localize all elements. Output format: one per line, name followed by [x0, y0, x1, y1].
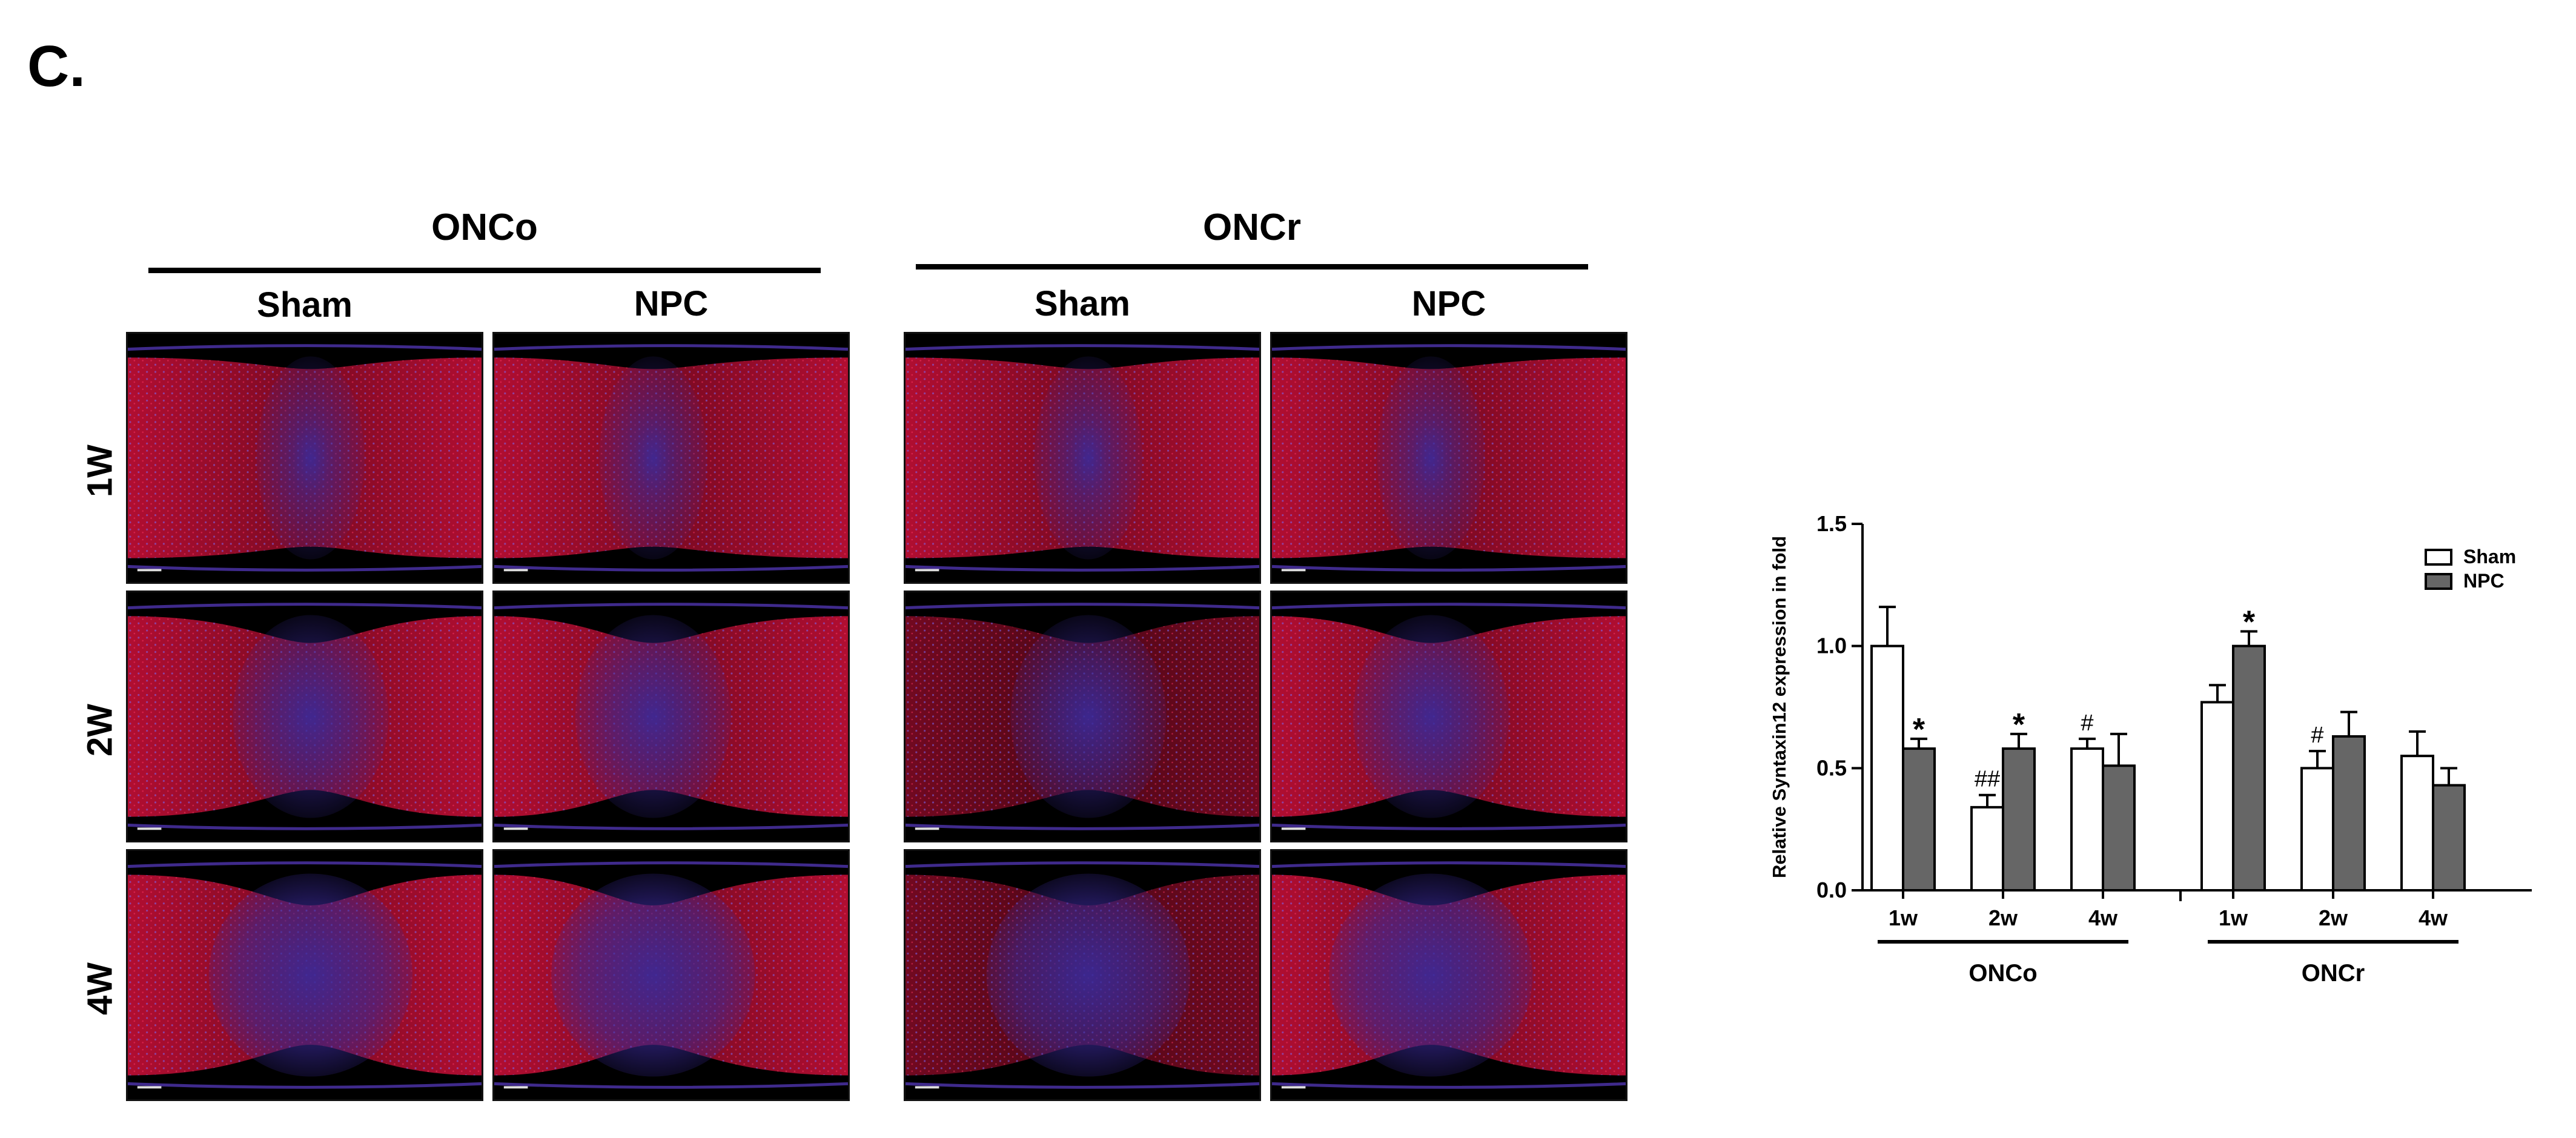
- row-header-2w: 2W: [80, 704, 120, 756]
- column-header-onco-sham: Sham: [257, 285, 353, 325]
- x-tick-label: 4w: [2088, 905, 2118, 930]
- y-tick-label: 1.5: [1816, 511, 1847, 536]
- significance-marker: #: [2081, 710, 2093, 736]
- panel-label: C.: [27, 34, 85, 99]
- micrograph-oncr-sham-1w: [904, 332, 1261, 584]
- significance-marker: *: [2013, 707, 2025, 743]
- group-divider-onco: [148, 268, 821, 273]
- column-header-oncr-npc: NPC: [1411, 284, 1486, 323]
- group-title-onco: ONCo: [431, 207, 538, 248]
- micrograph-oncr-npc-1w: [1270, 332, 1627, 584]
- y-tick-label: 0.0: [1816, 878, 1847, 902]
- row-header-1w: 1W: [80, 445, 120, 497]
- y-tick-label: 1.0: [1816, 634, 1847, 658]
- significance-marker: #: [2311, 723, 2323, 748]
- micrograph-oncr-sham-4w: [904, 849, 1261, 1101]
- bar-sham-onco-4w: [2070, 747, 2104, 892]
- column-header-onco-npc: NPC: [634, 284, 709, 323]
- bar-npc-onco-1w: [1902, 747, 1936, 892]
- micrograph-oncr-npc-4w: [1270, 849, 1627, 1101]
- bar-sham-onco-1w: [1870, 644, 1904, 892]
- x-tick-label: 1w: [2219, 905, 2248, 930]
- group-label-oncr: ONCr: [2302, 960, 2365, 987]
- legend-label-npc: NPC: [2463, 570, 2505, 592]
- x-tick-label: 2w: [2319, 905, 2348, 930]
- y-axis-label: Relative Syntaxin12 expression in fold: [1769, 536, 1790, 878]
- significance-marker: ##: [1975, 767, 2000, 792]
- micrograph-onco-npc-2w: [492, 591, 850, 842]
- legend-label-sham: Sham: [2463, 546, 2516, 567]
- significance-marker: *: [2243, 604, 2256, 640]
- micrograph-oncr-npc-2w: [1270, 591, 1627, 842]
- group-label-onco: ONCo: [1968, 960, 2037, 987]
- bar-sham-oncr-4w: [2400, 755, 2434, 892]
- y-tick-label: 0.5: [1816, 755, 1847, 780]
- bar-sham-oncr-1w: [2200, 701, 2234, 892]
- legend-swatch-sham: [2425, 549, 2452, 566]
- bar-npc-oncr-4w: [2432, 784, 2466, 892]
- x-tick-label: 1w: [1889, 905, 1918, 930]
- micrograph-onco-sham-4w: [126, 849, 483, 1101]
- bar-npc-oncr-2w: [2332, 735, 2366, 892]
- micrograph-onco-npc-4w: [492, 849, 850, 1101]
- group-title-oncr: ONCr: [1203, 207, 1301, 248]
- micrograph-oncr-sham-2w: [904, 591, 1261, 842]
- bar-npc-onco-2w: [2002, 747, 2036, 892]
- bar-npc-onco-4w: [2102, 764, 2136, 892]
- legend-swatch-npc: [2425, 573, 2452, 590]
- bar-sham-oncr-2w: [2300, 767, 2334, 892]
- x-tick-label: 2w: [1988, 905, 2018, 930]
- group-divider-oncr: [916, 264, 1588, 270]
- bar-npc-oncr-1w: [2232, 644, 2266, 892]
- x-tick-label: 4w: [2419, 905, 2448, 930]
- syntaxin12-bar-chart: 0.0 0.5 1.0 1.5 Relative Syntaxin12 expressi…: [1769, 511, 2532, 987]
- micrograph-onco-sham-1w: [126, 332, 483, 584]
- bar-sham-onco-2w: [1970, 806, 2004, 892]
- micrograph-onco-sham-2w: [126, 591, 483, 842]
- significance-marker: *: [1913, 712, 1925, 747]
- row-header-4w: 4W: [80, 962, 120, 1015]
- micrograph-onco-npc-1w: [492, 332, 850, 584]
- column-header-oncr-sham: Sham: [1035, 284, 1130, 323]
